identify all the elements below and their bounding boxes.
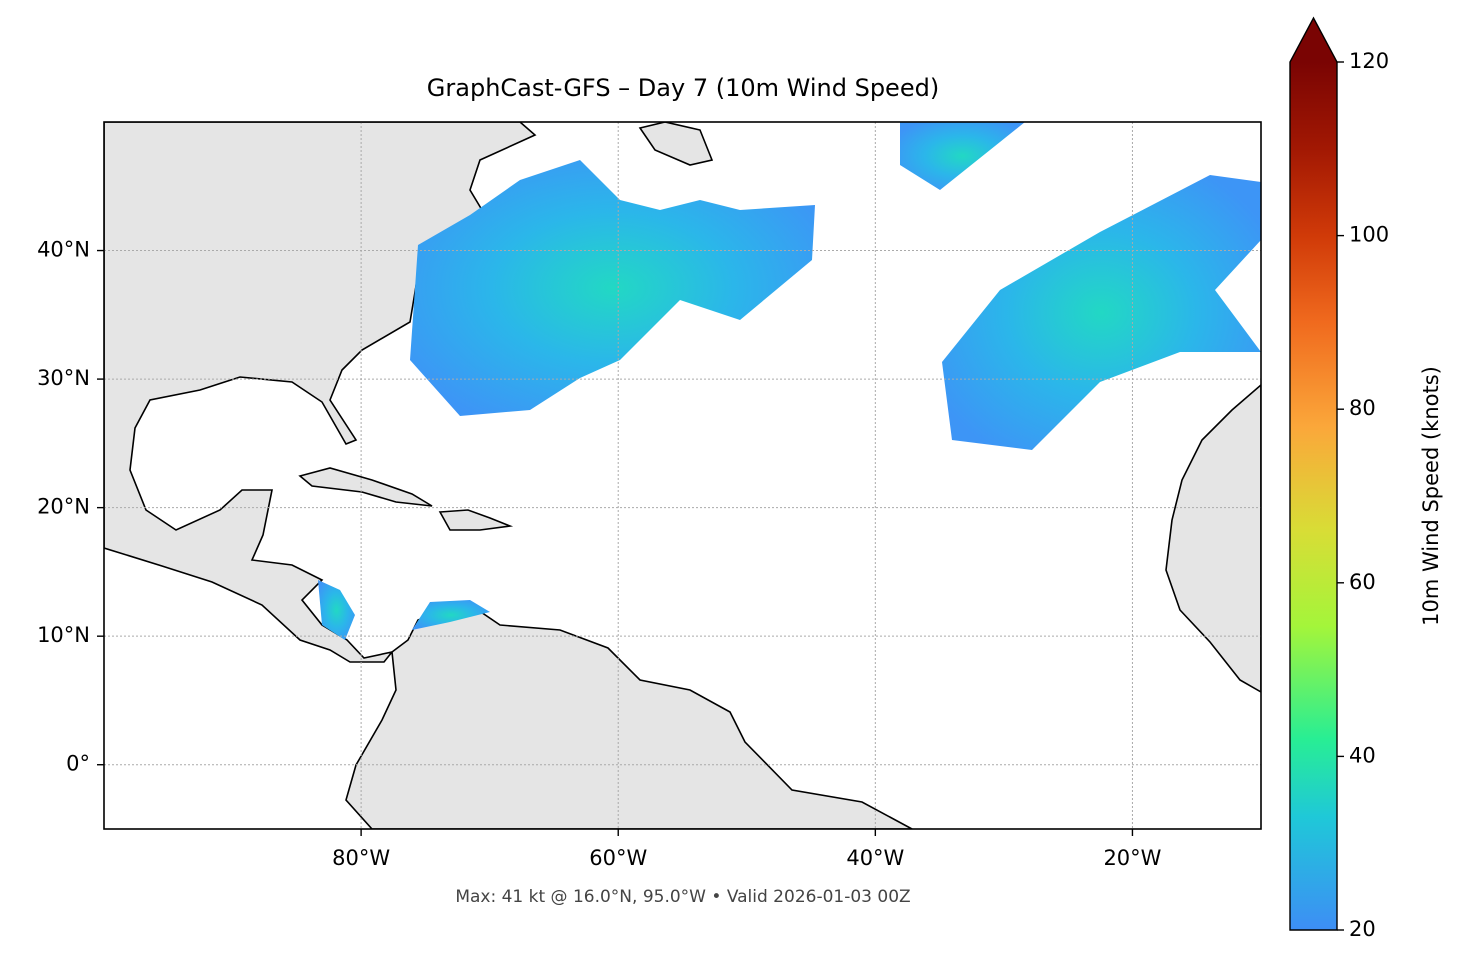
y-tick-label: 10°N [37, 623, 90, 647]
x-tick-label: 40°W [846, 846, 904, 870]
x-tick-label: 80°W [332, 846, 390, 870]
wind-region [942, 175, 1261, 450]
wind-region [318, 580, 355, 640]
y-tick-label: 20°N [37, 495, 90, 519]
y-tick-label: 30°N [37, 366, 90, 390]
map [104, 122, 1261, 829]
colorbar-tick-label: 120 [1349, 49, 1389, 73]
colorbar: 20 40 60 80 100 120 [1289, 16, 1389, 941]
colorbar-outline [1289, 16, 1338, 931]
x-tick-label: 60°W [589, 846, 647, 870]
newfoundland [638, 122, 714, 166]
colorbar-tick-label: 60 [1349, 570, 1376, 594]
colorbar-tick-label: 80 [1349, 396, 1376, 420]
footer-note: Max: 41 kt @ 16.0°N, 95.0°W • Valid 2026… [455, 887, 910, 907]
colorbar-tick-label: 20 [1349, 917, 1376, 941]
axes: 80°W 60°W 40°W 20°W 0° 10°N 20°N 30°N 40°N [37, 238, 1162, 870]
colorbar-label: 10m Wind Speed (knots) [1419, 366, 1443, 626]
y-tick-label: 40°N [37, 238, 90, 262]
wind-region [412, 600, 490, 630]
africa [1165, 383, 1261, 693]
colorbar-fill [1290, 62, 1337, 930]
wind-region [410, 160, 815, 416]
wind-region [900, 122, 1025, 190]
chart-title: GraphCast-GFS – Day 7 (10m Wind Speed) [427, 74, 939, 102]
cuba [298, 467, 433, 507]
colorbar-tick-label: 40 [1349, 743, 1376, 767]
map-frame [103, 121, 1262, 830]
colorbar-extend [1290, 18, 1337, 62]
colorbar-tick-label: 100 [1349, 223, 1389, 247]
x-tick-label: 20°W [1103, 846, 1161, 870]
hispaniola [438, 509, 514, 531]
y-tick-label: 0° [66, 752, 90, 776]
